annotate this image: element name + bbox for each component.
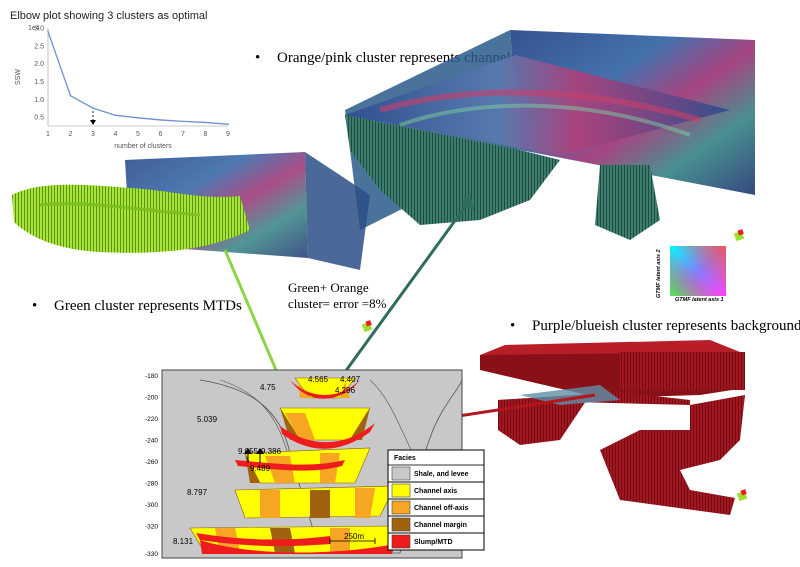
bullet-dot: • bbox=[32, 298, 38, 314]
bullet-dot: • bbox=[255, 50, 261, 66]
legend-item-label: Shale, and levee bbox=[414, 471, 469, 478]
elbow-ylabel: SSW bbox=[15, 69, 22, 85]
channel-cluster-volume bbox=[345, 30, 755, 240]
error-note-line1: Green+ Orange bbox=[288, 280, 369, 295]
elbow-point bbox=[69, 94, 72, 97]
elbow-arrowhead bbox=[90, 120, 96, 125]
legend-item-label: Channel axis bbox=[414, 488, 457, 495]
scale-bar-label: 250m bbox=[344, 532, 364, 541]
mtd-cluster-volume bbox=[12, 152, 370, 270]
elbow-point bbox=[114, 114, 117, 117]
legend-swatch bbox=[391, 466, 411, 481]
elbow-xlabel: number of clusters bbox=[114, 143, 172, 150]
bullet-background-text: Purple/blueish cluster represents backgr… bbox=[532, 318, 800, 334]
cross-section-value-label: 4.75 bbox=[260, 383, 276, 392]
cross-section-value-label: 5.039 bbox=[197, 415, 218, 424]
cross-section-value-label: 4.407 bbox=[340, 375, 361, 384]
elbow-xtick-label: 2 bbox=[69, 131, 73, 138]
bullet-mtds: • Green cluster represents MTDs bbox=[32, 298, 242, 315]
legend-swatch bbox=[391, 500, 411, 515]
cross-section-value-label: 4.296 bbox=[335, 386, 356, 395]
teal-arrow-line bbox=[343, 199, 472, 373]
cross-section-ytick: -280 bbox=[145, 481, 158, 488]
legend-swatch bbox=[391, 517, 411, 532]
mtd-bands bbox=[196, 380, 395, 554]
cross-section-ytick: -180 bbox=[145, 373, 158, 380]
elbow-ytick-label: 2.5 bbox=[34, 43, 44, 50]
elbow-ytick-label: 1.5 bbox=[34, 79, 44, 86]
elbow-point bbox=[159, 119, 162, 121]
elbow-plot-title: Elbow plot showing 3 clusters as optimal bbox=[10, 10, 208, 22]
bullet-background: • Purple/blueish cluster represents backg… bbox=[510, 318, 800, 335]
facies-legend-title: Facies bbox=[394, 455, 416, 462]
facies-legend: Facies Shale, and levee Channel axis Chann… bbox=[387, 449, 485, 551]
elbow-xtick-label: 1 bbox=[46, 131, 50, 138]
cross-section-ytick: -200 bbox=[145, 395, 158, 402]
legend-item-label: Channel margin bbox=[414, 522, 467, 529]
bullet-dot: • bbox=[510, 318, 516, 334]
cross-section-value-label: 9.489 bbox=[250, 464, 271, 473]
elbow-exponent: 1e4 bbox=[28, 25, 40, 32]
elbow-xtick-label: 5 bbox=[136, 131, 140, 138]
channel-fills bbox=[189, 377, 396, 554]
legend-row-border bbox=[387, 532, 485, 551]
cross-section-ytick: -320 bbox=[145, 524, 158, 531]
elbow-ytick-label: 0.5 bbox=[34, 115, 44, 122]
legend-item-label: Slump/MTD bbox=[414, 539, 453, 546]
elbow-xtick-label: 7 bbox=[181, 131, 185, 138]
legend-swatch bbox=[391, 483, 411, 498]
background-cluster-volume bbox=[480, 340, 745, 515]
elbow-ytick-label: 2.0 bbox=[34, 61, 44, 68]
bullet-mtds-text: Green cluster represents MTDs bbox=[54, 298, 242, 314]
elbow-point bbox=[204, 121, 207, 124]
elbow-xtick-label: 8 bbox=[204, 131, 208, 138]
elbow-point bbox=[92, 107, 94, 109]
cross-section-ytick: -260 bbox=[145, 459, 158, 466]
legend-swatch bbox=[391, 534, 411, 549]
elbow-xtick-label: 3 bbox=[91, 131, 95, 138]
elbow-point bbox=[182, 120, 184, 123]
error-note-line2: cluster= error =8% bbox=[288, 296, 387, 311]
elbow-point bbox=[227, 123, 229, 126]
gtm-axis1-label: GTMF latent axis 1 bbox=[675, 297, 724, 303]
cross-section-value-label: 9.055 bbox=[238, 447, 259, 456]
cross-section-ytick: -330 bbox=[145, 551, 158, 558]
cross-section-value-label: 4.565 bbox=[308, 375, 329, 384]
cross-section-value-label: 8.797 bbox=[187, 488, 208, 497]
elbow-xtick-label: 6 bbox=[159, 131, 163, 138]
elbow-xtick-label: 9 bbox=[226, 131, 230, 138]
cross-section-ytick: -240 bbox=[145, 438, 158, 445]
elbow-ytick-label: 1.0 bbox=[34, 97, 44, 104]
cross-section-ytick: -220 bbox=[145, 416, 158, 423]
cross-section-value-label: 8.131 bbox=[173, 537, 194, 546]
cross-section-value-label: 9.386 bbox=[261, 447, 282, 456]
gtm-colormap bbox=[670, 246, 726, 296]
legend-item-label: Channel off-axis bbox=[414, 505, 469, 512]
elbow-xtick-label: 4 bbox=[114, 131, 118, 138]
elbow-plot: 0.5 1.0 1.5 2.0 2.5 3.0 1 2 3 4 5 6 7 8 9 1e4 SSW number … bbox=[15, 25, 230, 150]
cross-section-ytick: -300 bbox=[145, 502, 158, 509]
elbow-point bbox=[137, 117, 139, 119]
small-3d-glyph bbox=[361, 229, 748, 502]
error-note: Green+ Orange cluster= error =8% bbox=[288, 280, 386, 312]
gtm-axis2-label: GTMF latent axis 2 bbox=[656, 249, 662, 298]
upward-arrows bbox=[244, 448, 264, 463]
elbow-ytick-label: 3.0 bbox=[34, 26, 44, 33]
teal-arrowhead bbox=[461, 193, 474, 210]
facies-cross-section: -180 -200 -220 -240 -260 -280 -300 -320 -330 bbox=[145, 369, 485, 559]
elbow-point bbox=[47, 30, 49, 33]
